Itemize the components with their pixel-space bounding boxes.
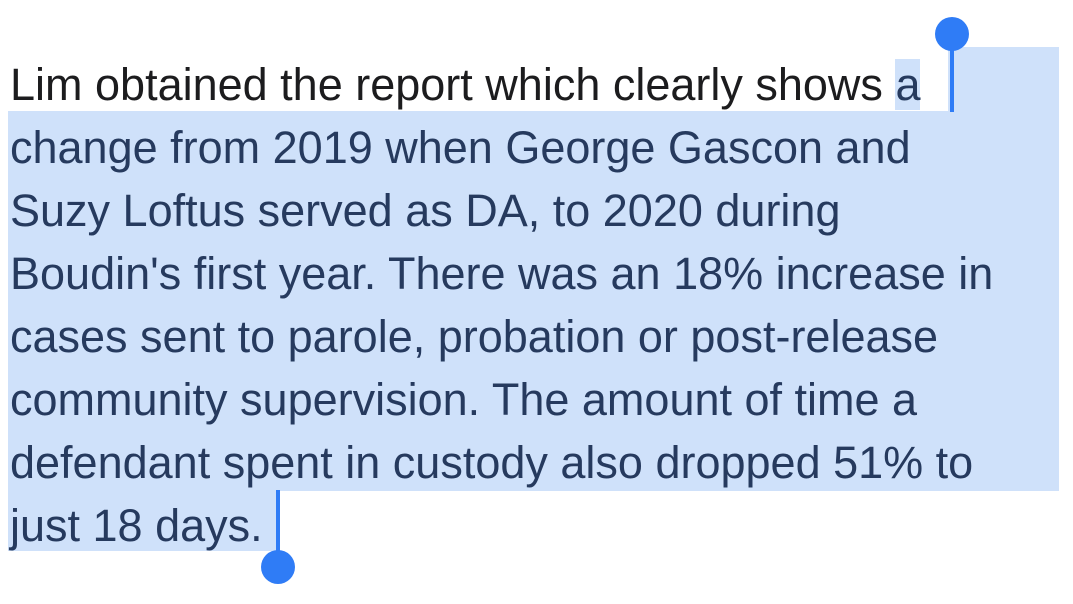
unselected-text: Lim obtained the report which clearly sh… bbox=[10, 59, 896, 110]
paragraph-line: cases sent to parole, probation or post-… bbox=[10, 309, 939, 365]
selected-text: community supervision. The amount of tim… bbox=[10, 374, 918, 425]
selection-end-caret[interactable] bbox=[276, 490, 280, 562]
selected-text: defendant spent in custody also dropped … bbox=[10, 437, 974, 488]
selected-text: just 18 days. bbox=[10, 500, 263, 551]
paragraph-line: defendant spent in custody also dropped … bbox=[10, 435, 974, 491]
selected-text: change from 2019 when George Gascon and bbox=[10, 122, 911, 173]
selection-end-handle-icon[interactable] bbox=[261, 550, 295, 584]
paragraph-line: change from 2019 when George Gascon and bbox=[10, 120, 911, 176]
selection-start-handle-icon[interactable] bbox=[935, 17, 969, 51]
selected-text: Suzy Loftus served as DA, to 2020 during bbox=[10, 185, 841, 236]
selected-text: cases sent to parole, probation or post-… bbox=[10, 311, 939, 362]
selected-text: a bbox=[895, 59, 921, 110]
selection-highlight-body bbox=[8, 111, 1059, 491]
selected-text: Boudin's first year. There was an 18% in… bbox=[10, 248, 994, 299]
paragraph-line: community supervision. The amount of tim… bbox=[10, 372, 918, 428]
paragraph-line: just 18 days. bbox=[10, 498, 263, 554]
selection-start-caret[interactable] bbox=[950, 42, 954, 112]
paragraph-line: Boudin's first year. There was an 18% in… bbox=[10, 246, 994, 302]
paragraph-line: Suzy Loftus served as DA, to 2020 during bbox=[10, 183, 841, 239]
paragraph-line: Lim obtained the report which clearly sh… bbox=[10, 57, 921, 113]
selection-highlight-top bbox=[948, 47, 1059, 111]
